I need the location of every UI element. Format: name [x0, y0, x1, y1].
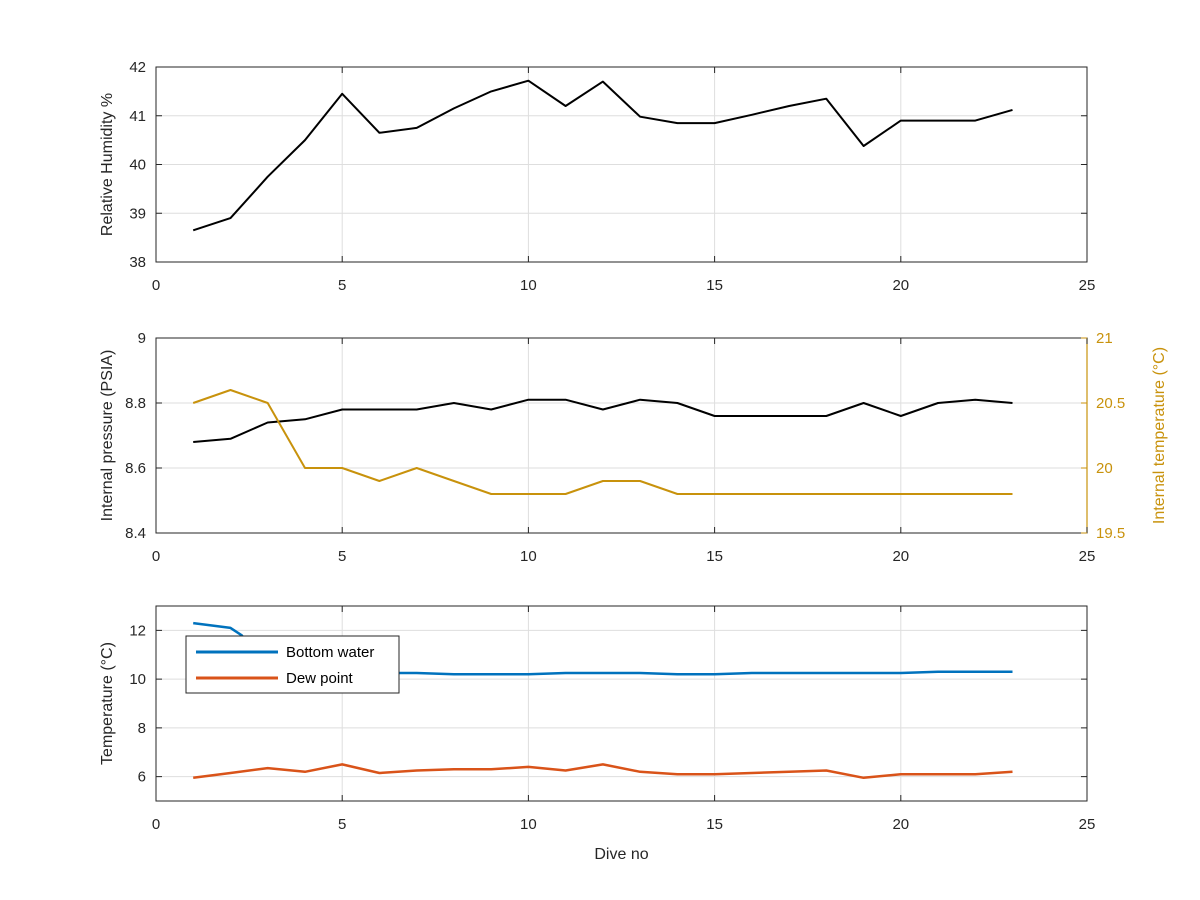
- x-tick-label: 10: [520, 277, 537, 294]
- y-tick-label: 6: [138, 769, 146, 786]
- y-tick-label: 8.4: [125, 525, 146, 542]
- x-tick-label: 5: [338, 816, 346, 833]
- x-tick-label: 25: [1079, 816, 1096, 833]
- y-tick-label: 42: [129, 59, 146, 76]
- x-axis-label: Dive no: [594, 846, 648, 863]
- y-tick-label: 12: [129, 622, 146, 639]
- y2-tick-label: 20: [1096, 460, 1113, 477]
- x-tick-label: 15: [706, 816, 723, 833]
- x-tick-label: 15: [706, 277, 723, 294]
- y2-tick-label: 21: [1096, 330, 1113, 347]
- x-tick-label: 0: [152, 277, 160, 294]
- y-tick-label: 8: [138, 720, 146, 737]
- y-tick-label: 9: [138, 330, 146, 347]
- x-tick-label: 5: [338, 277, 346, 294]
- y2-tick-label: 19.5: [1096, 525, 1125, 542]
- x-tick-label: 0: [152, 548, 160, 565]
- y-tick-label: 8.8: [125, 395, 146, 412]
- y-axis-label: Temperature (°C): [99, 642, 116, 765]
- x-tick-label: 20: [892, 548, 909, 565]
- y2-axis-label: Internal temperature (°C): [1151, 347, 1168, 524]
- axes-frame: [155, 337, 1088, 534]
- x-tick-label: 0: [152, 816, 160, 833]
- y-axis-label: Internal pressure (PSIA): [99, 350, 116, 522]
- y-axis-label: Relative Humidity %: [99, 93, 116, 236]
- axes-frame: [155, 605, 1088, 802]
- y-tick-label: 10: [129, 671, 146, 688]
- x-tick-label: 5: [338, 548, 346, 565]
- subplot-temperature: 0 5 10 15 20 25 6 8 10 12 Temperature (°C) Dive no B…: [99, 605, 1096, 863]
- x-tick-label: 25: [1079, 277, 1096, 294]
- y-tick-label: 40: [129, 157, 146, 174]
- legend: Bottom water Dew point: [185, 635, 400, 694]
- y2-tick-label: 20.5: [1096, 395, 1125, 412]
- x-tick-label: 20: [892, 816, 909, 833]
- series-line-temperature-1: [193, 763, 1013, 780]
- legend-box: [185, 635, 400, 694]
- x-tick-label: 10: [520, 548, 537, 565]
- y-tick-label: 41: [129, 108, 146, 125]
- x-tick-label: 25: [1079, 548, 1096, 565]
- x-tick-label: 10: [520, 816, 537, 833]
- y-tick-label: 39: [129, 205, 146, 222]
- series-line-humidity-0: [192, 79, 1013, 232]
- subplot-humidity: 0 5 10 15 20 25 38 39 40 41 42 Relative Humidity %: [99, 59, 1095, 294]
- y-tick-label: 38: [129, 254, 146, 271]
- x-tick-label: 20: [892, 277, 909, 294]
- y-tick-label: 8.6: [125, 460, 146, 477]
- legend-label-0: Bottom water: [286, 644, 374, 661]
- series-line-pressure-0: [193, 398, 1013, 443]
- series-line-pressure-1: [192, 389, 1013, 495]
- subplot-pressure: 0 5 10 15 20 25 8.4 8.6 8.8 9 19.5 20 20.5 21 Internal…: [99, 330, 1168, 565]
- legend-label-1: Dew point: [286, 670, 354, 687]
- x-tick-label: 15: [706, 548, 723, 565]
